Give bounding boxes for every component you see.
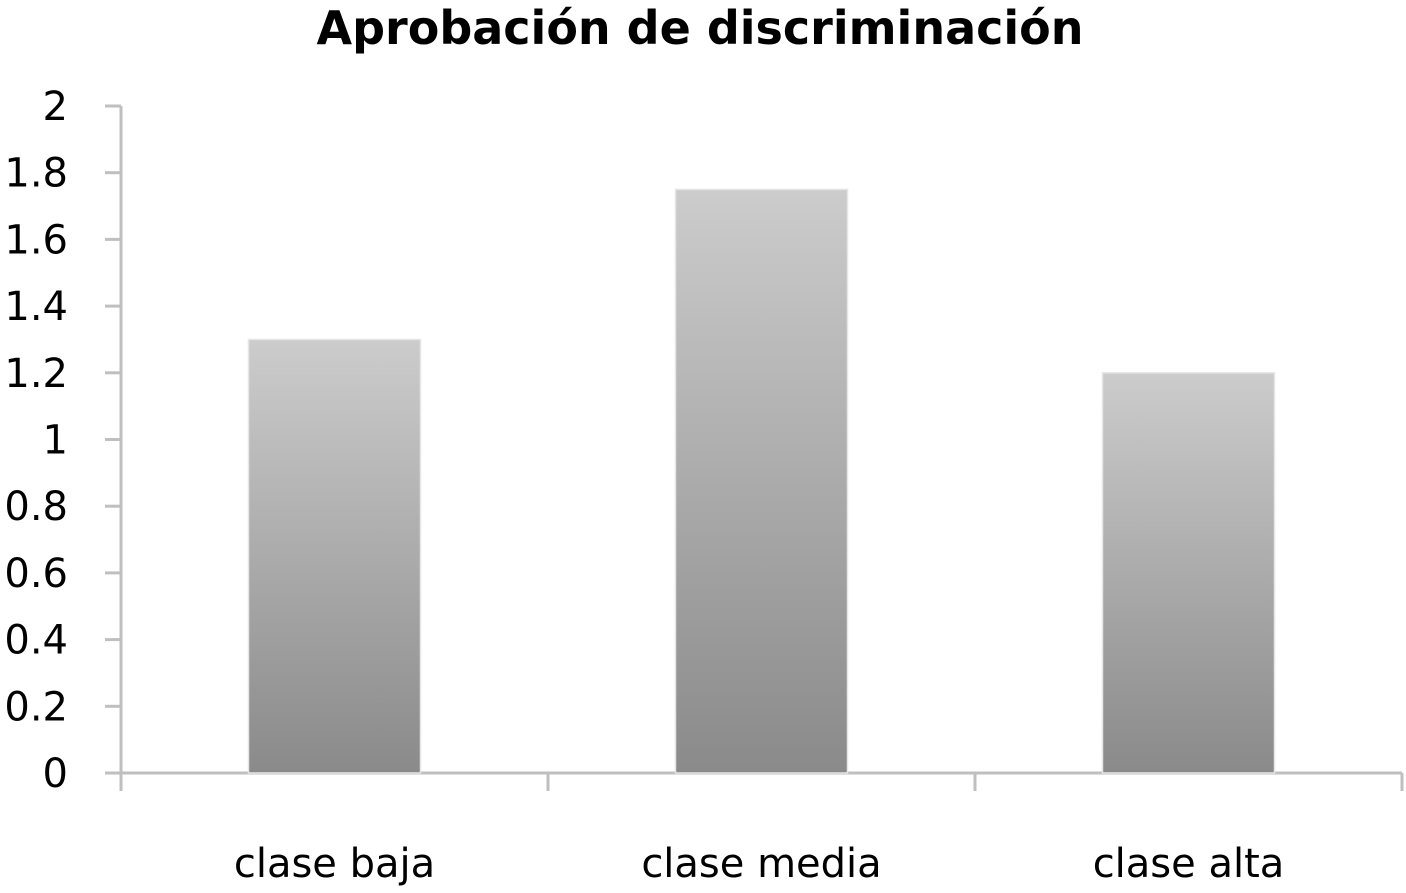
- bar-clase-baja: [247, 338, 422, 774]
- x-category-label: clase baja: [234, 841, 435, 887]
- y-tick-label: 1.4: [4, 284, 68, 330]
- y-tick-label: 2: [43, 84, 68, 130]
- y-tick-label: 1: [43, 418, 68, 464]
- y-axis: 0 0.2 0.4 0.6 0.8 1 1.2 1.4 1.6 1.8 2: [4, 84, 123, 797]
- x-axis: clase baja clase media clase alta: [119, 771, 1404, 887]
- y-tick-label: 0.8: [4, 484, 68, 530]
- bar-clase-alta: [1101, 372, 1276, 774]
- y-tick-label: 0.4: [4, 618, 68, 664]
- y-tick-label: 0.2: [4, 684, 68, 730]
- bars: [247, 188, 1276, 774]
- y-tick-label: 1.6: [4, 217, 68, 263]
- y-tick-label: 0.6: [4, 551, 68, 597]
- x-category-label: clase alta: [1093, 841, 1285, 887]
- y-tick-label: 0: [43, 751, 68, 797]
- chart-title: Aprobación de discriminación: [317, 1, 1084, 55]
- y-tick-label: 1.2: [4, 351, 68, 397]
- x-category-label: clase media: [641, 841, 881, 887]
- bar-clase-media: [674, 188, 849, 774]
- y-tick-label: 1.8: [4, 151, 68, 197]
